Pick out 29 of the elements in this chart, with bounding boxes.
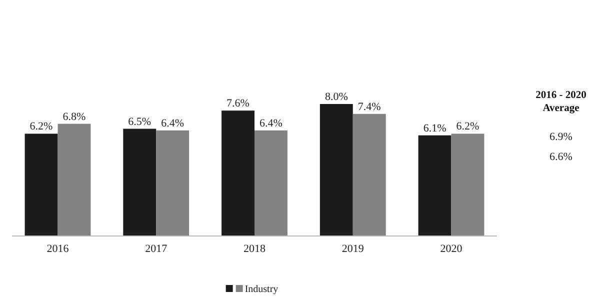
- x-tick-label: 2016: [46, 242, 70, 255]
- data-label: 6.4%: [260, 117, 282, 130]
- text: 6.9%: [550, 131, 572, 143]
- data-label: 6.4%: [161, 117, 184, 130]
- data-label: 6.8%: [62, 110, 86, 123]
- data-label: 6.2%: [456, 120, 480, 133]
- bar: [254, 130, 288, 236]
- data-label: 8.0%: [324, 91, 348, 103]
- text: 2016 - 2020 Average: [536, 90, 586, 114]
- x-tick-label: 2020: [440, 242, 463, 255]
- x-tick-label: 2018: [244, 242, 266, 255]
- legend-label: Industry: [244, 284, 278, 295]
- bar: [58, 124, 91, 236]
- x-tick-label: 2019: [342, 242, 364, 255]
- bar: [352, 114, 386, 236]
- bar: [320, 104, 353, 236]
- data-label: 7.4%: [358, 100, 381, 113]
- bar: [24, 134, 58, 236]
- bar: [418, 135, 452, 236]
- bar: [123, 128, 156, 236]
- data-label: 7.6%: [226, 98, 250, 110]
- bar: [222, 110, 254, 236]
- text: 6.6%: [550, 151, 572, 163]
- data-label: 6.2%: [30, 120, 53, 133]
- data-label: 6.5%: [128, 116, 152, 128]
- bar: [451, 134, 484, 236]
- bar: [156, 130, 190, 236]
- data-label: 6.1%: [423, 122, 446, 134]
- x-tick-label: 2017: [145, 242, 168, 255]
